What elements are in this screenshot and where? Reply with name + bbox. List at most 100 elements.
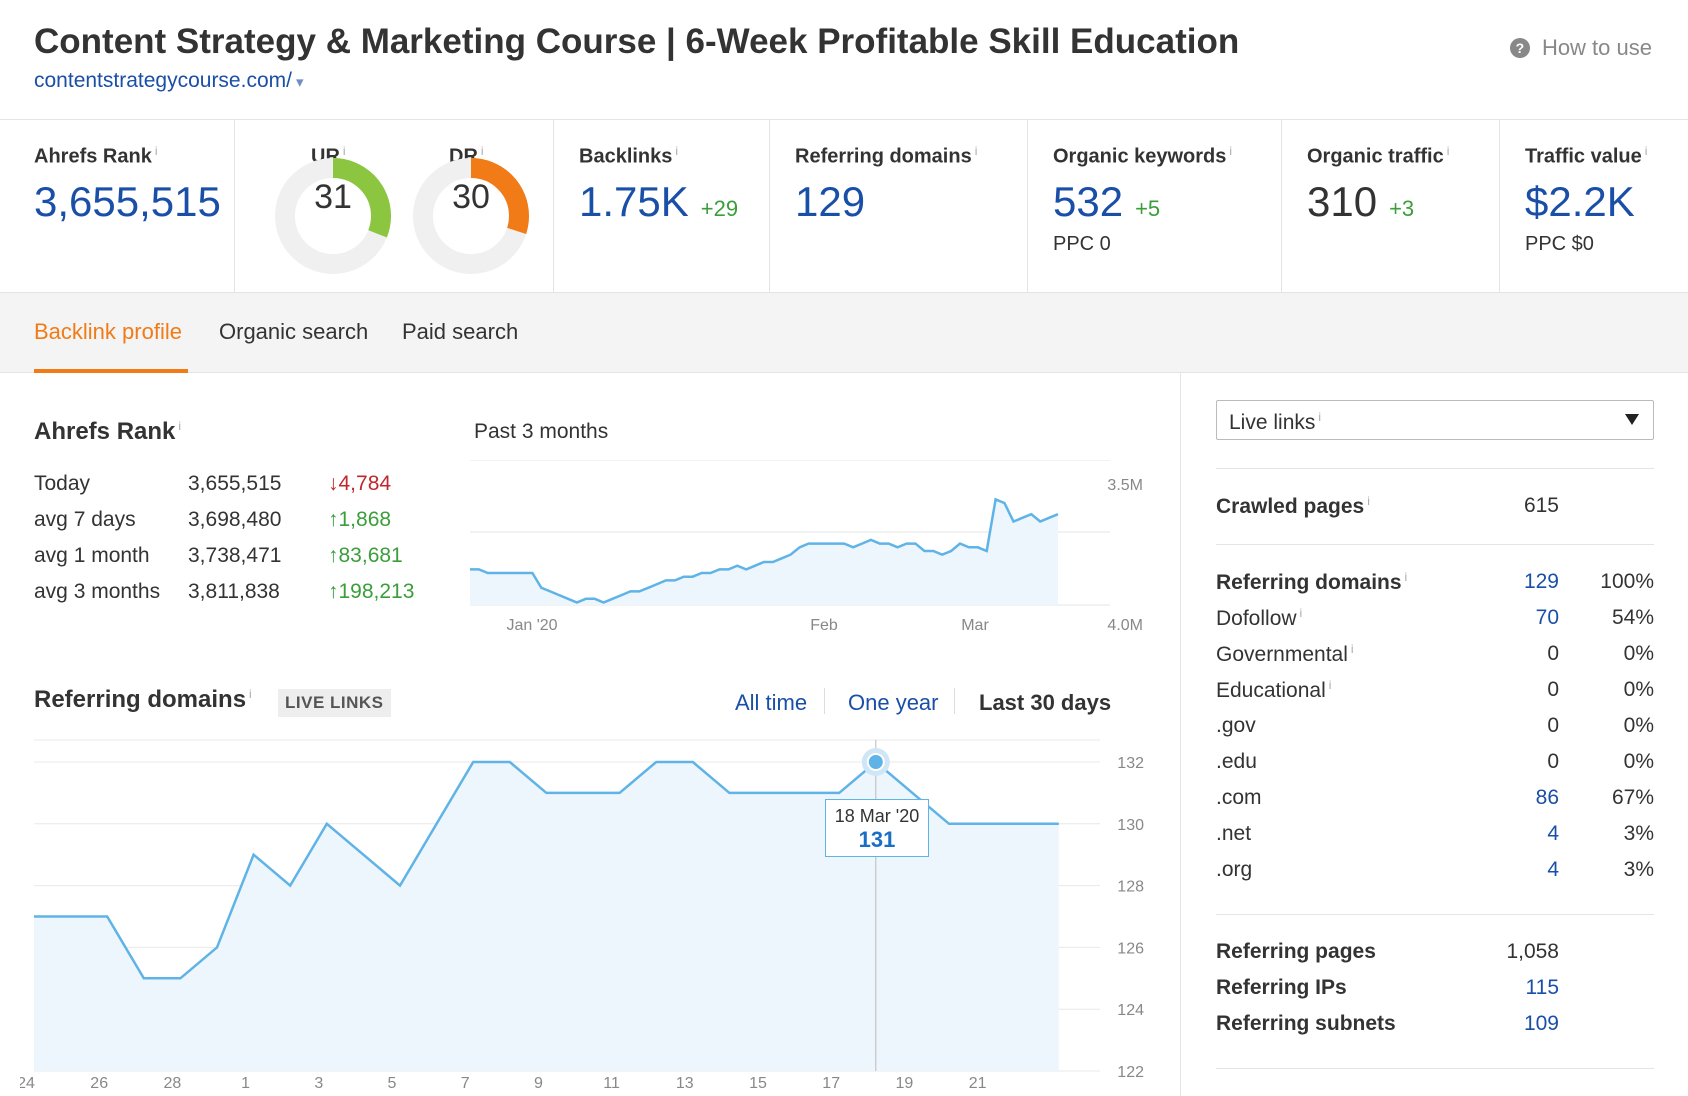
domain-row: Educational i 0 0% (1216, 678, 1654, 710)
domain-count[interactable]: 4 (1547, 858, 1559, 881)
domain-label: .com (1216, 786, 1262, 809)
domain-percent: 0% (1623, 714, 1654, 737)
select-value: Live links (1229, 411, 1316, 434)
tab-backlink-profile[interactable]: Backlink profile (34, 319, 182, 344)
domain-percent: 54% (1611, 606, 1654, 629)
info-icon[interactable]: i (974, 144, 978, 158)
info-icon[interactable]: i (342, 144, 346, 158)
domain-count[interactable]: 4 (1547, 822, 1559, 845)
x-tick-label: 17 (822, 1075, 840, 1092)
domain-row: .net 4 3% (1216, 822, 1654, 854)
x-tick-label: 19 (896, 1075, 914, 1092)
rank-area (470, 499, 1058, 605)
info-icon[interactable]: i (1644, 144, 1648, 158)
y-tick-label: 122 (1117, 1064, 1144, 1081)
row-value: 3,738,471 (188, 544, 282, 567)
info-icon[interactable]: i (1350, 642, 1354, 656)
range-last-30-days[interactable]: Last 30 days (979, 690, 1112, 715)
tooltip-date: 18 Mar '20 (834, 806, 920, 826)
live-links-badge: LIVE LINKS (278, 689, 391, 717)
page-header: Content Strategy & Marketing Course | 6-… (0, 0, 1688, 120)
domain-count: 0 (1547, 714, 1559, 737)
range-all-time[interactable]: All time (735, 690, 808, 715)
active-tab-indicator (34, 369, 188, 373)
y-tick-label: 4.0M (1107, 617, 1143, 634)
total-value: 1,058 (1506, 940, 1559, 963)
total-label: Referring IPs (1216, 976, 1347, 999)
referring-total-row: Referring pages 1,058 (1216, 940, 1654, 972)
hover-point[interactable] (866, 753, 885, 771)
links-filter-select[interactable]: Live links i (1216, 400, 1654, 440)
info-icon[interactable]: i (480, 144, 484, 158)
domain-count[interactable]: 129 (1523, 570, 1559, 593)
panel-divider (1180, 373, 1181, 1096)
metric-sub: PPC $0 (1525, 233, 1594, 255)
row-change: ↓4,784 (328, 472, 392, 495)
info-icon[interactable]: i (675, 144, 679, 158)
domain-count: 0 (1547, 750, 1559, 773)
ahrefs-rank-chart[interactable]: Jan '20 Feb Mar 3.5M 4.0M (470, 460, 1150, 645)
tab-paid-search[interactable]: Paid search (402, 319, 519, 344)
domain-row: Governmental i 0 0% (1216, 642, 1654, 674)
info-icon[interactable]: i (1367, 494, 1370, 508)
tab-organic-search[interactable]: Organic search (219, 319, 369, 344)
info-icon[interactable]: i (1318, 410, 1322, 424)
info-icon[interactable]: i (1404, 570, 1408, 584)
info-icon[interactable]: i (1328, 678, 1332, 692)
metric-label: Organic keywords (1053, 145, 1227, 168)
metric-delta: +29 (700, 196, 739, 221)
chevron-down-icon[interactable]: ▾ (295, 74, 304, 91)
info-icon[interactable]: i (154, 144, 158, 158)
rank-chart-period: Past 3 months (474, 420, 609, 443)
stat-value: 615 (1523, 494, 1559, 517)
ahrefs-rank-heading: Ahrefs Rank (34, 418, 176, 445)
x-tick-label: 7 (461, 1075, 470, 1092)
info-icon[interactable]: i (1299, 606, 1303, 620)
site-url-text[interactable]: contentstrategycourse.com/ (34, 69, 292, 92)
domain-row: .edu 0 0% (1216, 750, 1654, 782)
how-to-use-label[interactable]: How to use (1541, 35, 1652, 60)
metric-label: Organic traffic (1307, 145, 1444, 168)
metric-backlinks: Backlinks i 1.75K +29 (554, 120, 770, 293)
metric-value[interactable]: 3,655,515 (34, 178, 221, 225)
info-icon[interactable]: i (178, 419, 182, 433)
info-icon[interactable]: i (1229, 144, 1233, 158)
rank-line (470, 497, 1059, 604)
x-tick-label: 28 (164, 1075, 182, 1092)
divider (1216, 544, 1654, 545)
divider (1216, 914, 1654, 915)
metric-traffic-value: Traffic value i $2.2K PPC $0 (1500, 120, 1688, 293)
info-icon[interactable]: i (1446, 144, 1450, 158)
help-icon[interactable]: ? (1509, 38, 1530, 58)
dropdown-arrow-icon[interactable] (1625, 414, 1639, 425)
x-tick-label: 24 (20, 1075, 35, 1092)
domain-count[interactable]: 86 (1535, 786, 1559, 809)
total-value[interactable]: 109 (1523, 1012, 1559, 1035)
x-tick-label: 1 (241, 1075, 250, 1092)
total-value[interactable]: 115 (1525, 976, 1559, 999)
metric-value[interactable]: 129 (795, 178, 866, 225)
referring-total-row: Referring IPs 115 (1216, 976, 1654, 1008)
domain-count[interactable]: 70 (1535, 606, 1559, 629)
metric-value[interactable]: 532 (1053, 178, 1124, 225)
info-icon[interactable]: i (249, 687, 252, 701)
metric-value[interactable]: 310 (1307, 178, 1378, 225)
dr-gauge[interactable] (411, 156, 531, 276)
domain-row: .com 86 67% (1216, 786, 1654, 818)
row-label: avg 7 days (34, 508, 136, 531)
metric-label: Ahrefs Rank (34, 145, 152, 168)
site-url-link[interactable]: contentstrategycourse.com/▾ (34, 69, 304, 93)
x-tick-label: 21 (969, 1075, 987, 1092)
range-one-year[interactable]: One year (848, 690, 939, 715)
x-tick-label: 15 (749, 1075, 767, 1092)
metric-label: Traffic value (1525, 145, 1642, 168)
how-to-use-link[interactable]: ? How to use (1509, 35, 1652, 61)
metric-value[interactable]: 1.75K (579, 178, 689, 225)
stat-label: Crawled pages (1216, 495, 1365, 518)
divider (1216, 1068, 1654, 1069)
y-tick-label: 128 (1117, 879, 1144, 896)
metric-referring-domains: Referring domains i 129 (770, 120, 1028, 293)
ur-gauge[interactable] (273, 156, 393, 276)
metric-value[interactable]: $2.2K (1525, 178, 1635, 225)
